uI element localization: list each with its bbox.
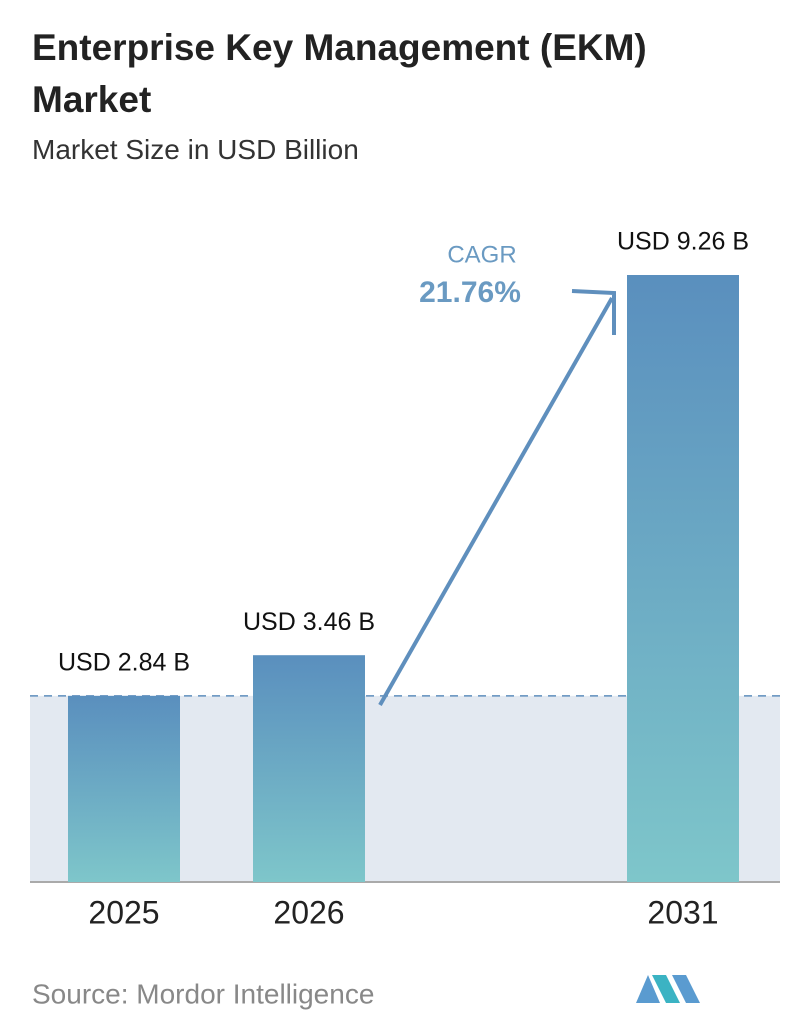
x-tick-label: 2025	[88, 894, 159, 930]
annotation-label: CAGR	[447, 241, 516, 268]
x-tick-label: 2026	[273, 894, 344, 930]
value-label: USD 2.84 B	[58, 648, 190, 676]
chart-subtitle: Market Size in USD Billion	[32, 134, 359, 165]
chart-title: Enterprise Key Management (EKM) Market	[32, 27, 647, 120]
cagr-arrow	[378, 297, 614, 706]
bar	[627, 275, 739, 882]
value-label: USD 9.26 B	[617, 228, 749, 256]
annotation-value: 21.76%	[419, 276, 521, 309]
cagr-arrow-head	[571, 289, 616, 335]
bar	[68, 695, 180, 882]
bar	[253, 655, 365, 882]
x-tick-label: 2031	[647, 894, 718, 930]
value-label: USD 3.46 B	[243, 608, 375, 636]
source: Source: Mordor Intelligence	[32, 978, 374, 1009]
logo	[636, 975, 700, 1003]
